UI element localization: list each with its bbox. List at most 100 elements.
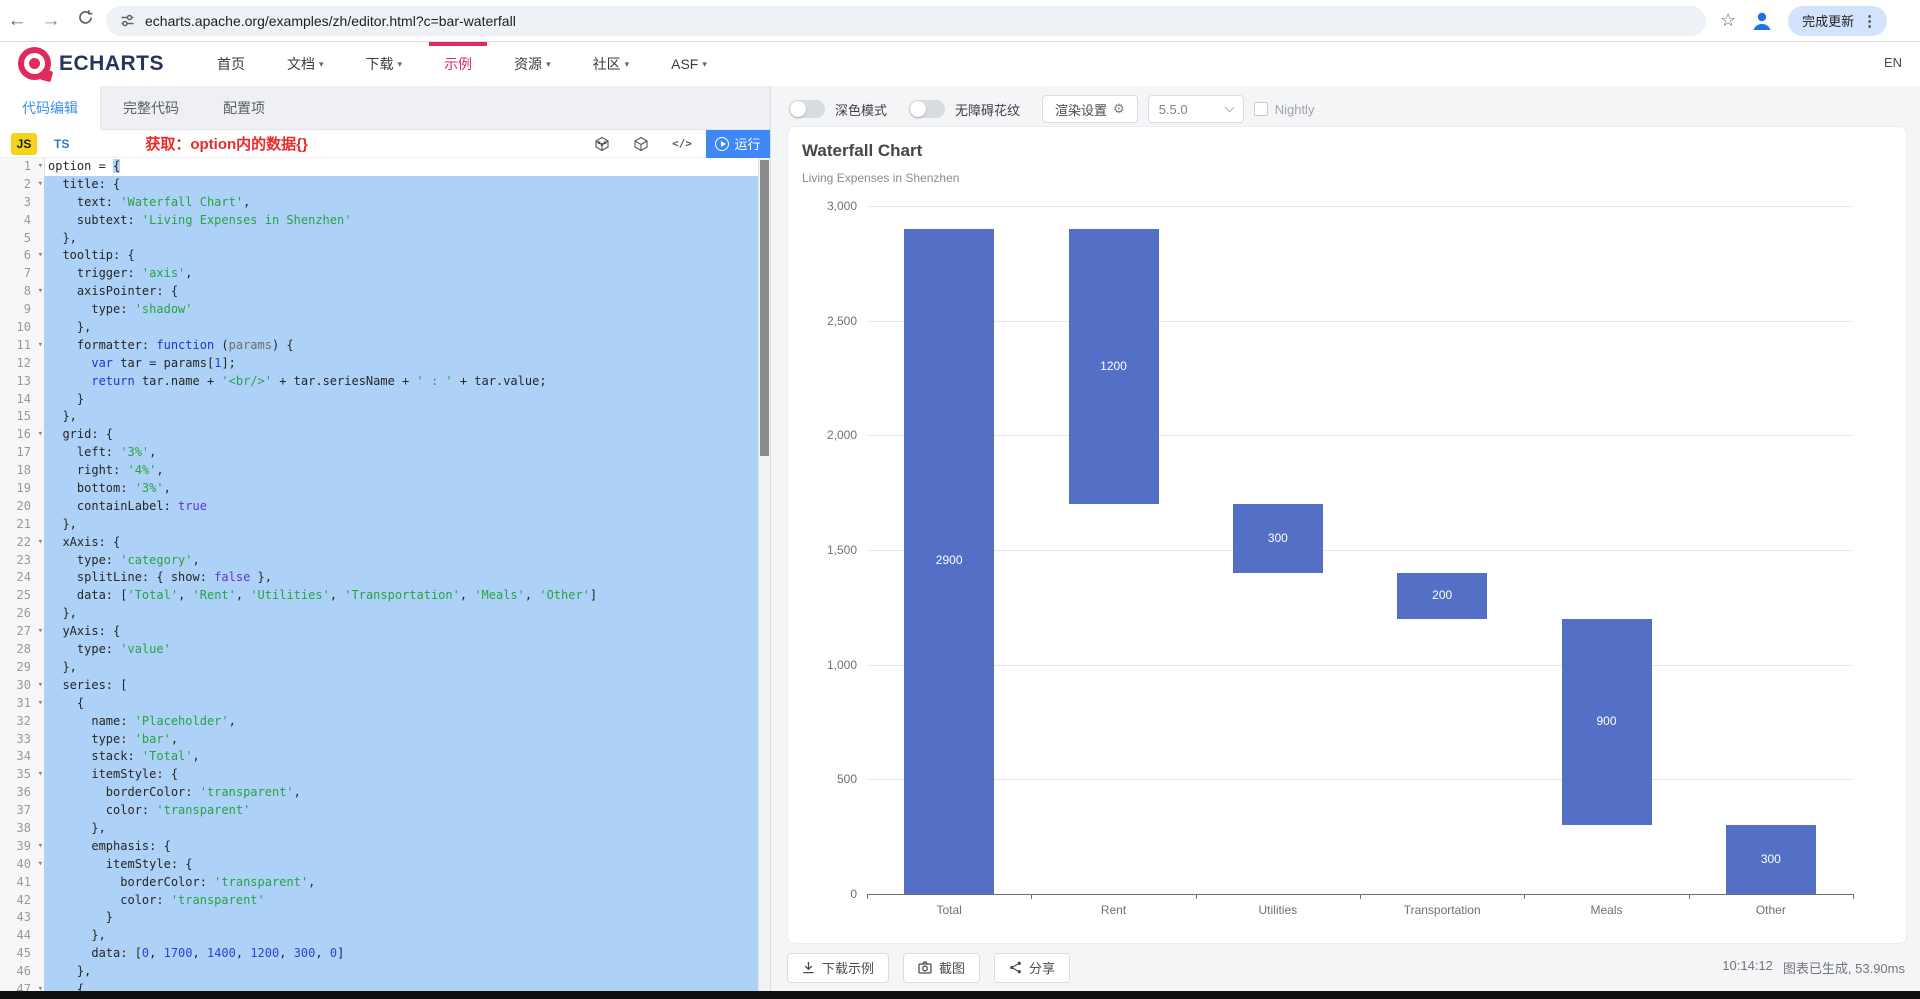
code-line[interactable]: 20 containLabel: true — [0, 497, 758, 516]
nav-item-资源[interactable]: 资源 ▾ — [493, 42, 572, 86]
code-line[interactable]: 6 ▾ tooltip: { — [0, 247, 758, 266]
browser-update-button[interactable]: 完成更新 ⋮ — [1788, 5, 1888, 36]
code-line[interactable]: 19 bottom: '3%', — [0, 480, 758, 498]
code-line[interactable]: 22 ▾ xAxis: { — [0, 533, 758, 552]
fold-arrow-icon[interactable]: ▾ — [37, 858, 43, 869]
fold-arrow-icon[interactable]: ▾ — [37, 161, 43, 171]
editor-scrollbar[interactable] — [758, 158, 770, 991]
language-switch[interactable]: EN — [1883, 55, 1902, 70]
decal-toggle[interactable] — [909, 100, 946, 118]
forward-icon[interactable]: → — [41, 9, 61, 31]
code-line[interactable]: 12 var tar = params[1]; — [0, 354, 758, 373]
code-line[interactable]: 4 subtext: 'Living Expenses in Shenzhen' — [0, 211, 758, 230]
code-line[interactable]: 47 ▾ { — [0, 980, 758, 991]
code-line[interactable]: 8 ▾ axisPointer: { — [0, 283, 758, 302]
code-line[interactable]: 7 trigger: 'axis', — [0, 265, 758, 284]
fold-arrow-icon[interactable]: ▾ — [37, 429, 43, 440]
code-line[interactable]: 45 data: [0, 1700, 1400, 1200, 300, 0] — [0, 945, 758, 964]
fold-arrow-icon[interactable]: ▾ — [37, 769, 43, 780]
code-line[interactable]: 46 }, — [0, 963, 758, 981]
code-line[interactable]: 24 splitLine: { show: false }, — [0, 569, 758, 588]
bar-Utilities[interactable] — [1232, 504, 1323, 573]
code-line[interactable]: 33 type: 'bar', — [0, 730, 758, 749]
nav-item-社区[interactable]: 社区 ▾ — [572, 42, 651, 86]
ts-toggle[interactable]: TS — [54, 136, 70, 151]
js-toggle[interactable]: JS — [11, 132, 37, 155]
profile-avatar-icon[interactable] — [1750, 9, 1774, 33]
code-line[interactable]: 5 }, — [0, 229, 758, 248]
code-line[interactable]: 38 }, — [0, 819, 758, 838]
scrollbar-thumb[interactable] — [760, 160, 769, 456]
code-line[interactable]: 14 } — [0, 390, 758, 409]
nav-item-首页[interactable]: 首页 — [196, 42, 266, 86]
tab-code-edit[interactable]: 代码编辑 — [0, 86, 101, 130]
bar-Rent[interactable] — [1068, 228, 1159, 505]
code-line[interactable]: 39 ▾ emphasis: { — [0, 837, 758, 856]
code-line[interactable]: 2 ▾ title: { — [0, 175, 758, 194]
echarts-logo[interactable]: ECHARTS — [18, 47, 164, 80]
codesandbox-icon[interactable] — [594, 136, 610, 152]
code-line[interactable]: 13 return tar.name + '<br/>' + tar.serie… — [0, 372, 758, 391]
fold-arrow-icon[interactable]: ▾ — [37, 626, 43, 637]
code-line[interactable]: 29 }, — [0, 658, 758, 677]
code-line[interactable]: 35 ▾ itemStyle: { — [0, 766, 758, 785]
code-line[interactable]: 43 } — [0, 909, 758, 928]
code-editor[interactable]: 1 ▾ option = {2 ▾ title: {3 text: 'Waterfal… — [0, 158, 758, 991]
code-line[interactable]: 40 ▾ itemStyle: { — [0, 855, 758, 874]
code-line[interactable]: 21 }, — [0, 515, 758, 534]
bookmark-star-icon[interactable]: ☆ — [1720, 10, 1737, 30]
code-icon[interactable]: </> — [672, 137, 692, 150]
fold-arrow-icon[interactable]: ▾ — [37, 697, 43, 708]
code-line[interactable]: 25 data: ['Total', 'Rent', 'Utilities', … — [0, 587, 758, 606]
code-line[interactable]: 3 text: 'Waterfall Chart', — [0, 193, 758, 212]
bar-Meals[interactable] — [1561, 618, 1652, 826]
code-line[interactable]: 44 }, — [0, 927, 758, 946]
fold-arrow-icon[interactable]: ▾ — [37, 178, 43, 189]
code-line[interactable]: 41 borderColor: 'transparent', — [0, 873, 758, 892]
code-line[interactable]: 1 ▾ option = { — [0, 158, 758, 176]
code-line[interactable]: 18 right: '4%', — [0, 462, 758, 481]
code-line[interactable]: 34 stack: 'Total', — [0, 748, 758, 767]
code-line[interactable]: 37 color: 'transparent' — [0, 802, 758, 820]
share-button[interactable]: 分享 — [994, 952, 1071, 983]
code-line[interactable]: 11 ▾ formatter: function (params) { — [0, 336, 758, 355]
code-line[interactable]: 26 }, — [0, 605, 758, 624]
code-line[interactable]: 32 name: 'Placeholder', — [0, 712, 758, 731]
code-line[interactable]: 17 left: '3%', — [0, 444, 758, 463]
code-line[interactable]: 9 type: 'shadow' — [0, 301, 758, 320]
download-example-button[interactable]: 下载示例 — [787, 952, 890, 983]
back-icon[interactable]: ← — [7, 9, 27, 31]
code-line[interactable]: 30 ▾ series: [ — [0, 676, 758, 695]
browser-menu-icon[interactable]: ⋮ — [1862, 12, 1878, 30]
nav-item-文档[interactable]: 文档 ▾ — [266, 42, 345, 86]
fold-arrow-icon[interactable]: ▾ — [37, 339, 43, 350]
code-line[interactable]: 23 type: 'category', — [0, 551, 758, 570]
render-settings-button[interactable]: 渲染设置 ⚙ — [1042, 95, 1138, 123]
refresh-icon[interactable] — [68, 9, 102, 32]
fold-arrow-icon[interactable]: ▾ — [37, 250, 43, 261]
nav-item-ASF[interactable]: ASF ▾ — [650, 42, 728, 86]
bar-Transportation[interactable] — [1397, 572, 1488, 619]
bar-Total[interactable] — [904, 228, 995, 894]
fold-arrow-icon[interactable]: ▾ — [37, 840, 43, 851]
run-button[interactable]: 运行 — [706, 129, 770, 158]
bar-Other[interactable] — [1725, 825, 1816, 894]
code-line[interactable]: 10 }, — [0, 319, 758, 337]
nav-item-下载[interactable]: 下载 ▾ — [345, 42, 424, 86]
code-line[interactable]: 16 ▾ grid: { — [0, 426, 758, 445]
code-line[interactable]: 27 ▾ yAxis: { — [0, 623, 758, 642]
code-line[interactable]: 36 borderColor: 'transparent', — [0, 784, 758, 803]
fold-arrow-icon[interactable]: ▾ — [37, 536, 43, 547]
code-line[interactable]: 42 color: 'transparent' — [0, 891, 758, 910]
screenshot-button[interactable]: 截图 — [903, 952, 981, 983]
code-line[interactable]: 31 ▾ { — [0, 694, 758, 713]
nightly-checkbox[interactable] — [1253, 102, 1268, 116]
fold-arrow-icon[interactable]: ▾ — [37, 286, 43, 297]
dark-mode-toggle[interactable] — [789, 100, 825, 118]
code-line[interactable]: 15 }, — [0, 408, 758, 427]
version-select[interactable]: 5.5.0 — [1147, 95, 1244, 123]
fold-arrow-icon[interactable]: ▾ — [37, 983, 43, 991]
site-info-icon[interactable] — [120, 13, 135, 28]
cube-icon[interactable] — [633, 136, 649, 152]
tab-full-code[interactable]: 完整代码 — [123, 100, 179, 116]
